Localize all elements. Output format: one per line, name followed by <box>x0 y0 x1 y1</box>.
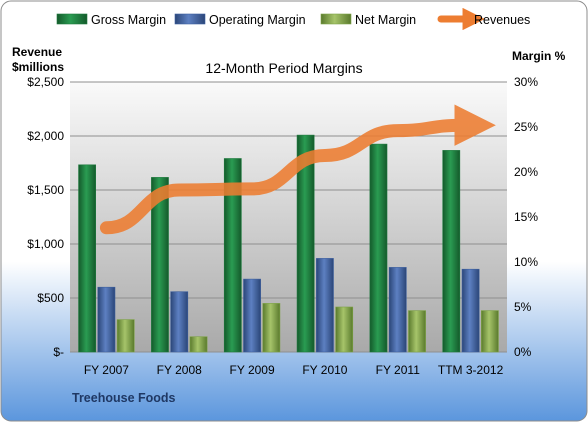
gridlines <box>70 81 507 353</box>
x-tick-label-3: FY 2010 <box>302 363 347 377</box>
left-tick-label-4: $2,000 <box>27 129 64 143</box>
legend-swatch-net-margin <box>320 13 352 25</box>
left-axis-ticks: $- $500 $1,000 $1,500 $2,000 $2,500 <box>27 75 64 359</box>
legend: Gross Margin Operating Margin Net Margin Re… <box>56 7 530 31</box>
bar-net-margin-fy-2010 <box>335 306 354 353</box>
right-tick-label-4: 20% <box>514 165 538 179</box>
bars-group <box>78 134 499 353</box>
bar-gross-margin-fy-2008 <box>151 177 169 353</box>
bar-gross-margin-fy-2011 <box>369 143 388 353</box>
bar-gross-margin-fy-2010 <box>296 134 315 353</box>
right-axis-ticks: 0% 5% 10% 15% 20% 25% 30% <box>514 75 538 359</box>
x-tick-label-0: FY 2007 <box>84 363 129 377</box>
bar-net-margin-fy-2007 <box>116 319 135 353</box>
legend-swatch-operating-margin <box>174 13 206 25</box>
bar-operating-margin-fy-2010 <box>316 258 334 353</box>
legend-label-revenues: Revenues <box>474 13 530 27</box>
x-tick-label-1: FY 2008 <box>157 363 202 377</box>
right-tick-label-2: 10% <box>514 255 538 269</box>
left-tick-label-0: $- <box>53 345 64 359</box>
left-axis-title-line2: $millions <box>12 60 64 74</box>
left-axis-title-line1: Revenue <box>12 45 62 59</box>
chart-title: 12-Month Period Margins <box>205 60 362 76</box>
legend-label-net-margin: Net Margin <box>355 13 416 27</box>
right-tick-label-0: 0% <box>514 345 532 359</box>
bar-net-margin-fy-2008 <box>189 336 208 353</box>
bar-operating-margin-fy-2008 <box>170 291 189 353</box>
right-axis-title: Margin % <box>512 49 566 63</box>
right-tick-label-6: 30% <box>514 75 538 89</box>
bar-gross-margin-fy-2007 <box>78 164 96 353</box>
x-tick-label-2: FY 2009 <box>230 363 275 377</box>
left-tick-label-1: $500 <box>37 291 64 305</box>
company-label: Treehouse Foods <box>72 391 176 405</box>
legend-swatch-gross-margin <box>56 13 88 25</box>
right-tick-label-1: 5% <box>514 300 532 314</box>
bar-net-margin-ttm-3-2012 <box>481 310 499 353</box>
right-tick-label-5: 25% <box>514 120 538 134</box>
x-tick-label-4: FY 2011 <box>376 363 421 377</box>
bar-operating-margin-fy-2011 <box>388 267 407 353</box>
x-tick-label-5: TTM 3-2012 <box>438 363 504 377</box>
bar-operating-margin-fy-2007 <box>97 286 116 353</box>
bar-gross-margin-ttm-3-2012 <box>442 150 461 353</box>
right-tick-label-3: 15% <box>514 210 538 224</box>
bar-gross-margin-fy-2009 <box>223 158 242 353</box>
legend-label-gross-margin: Gross Margin <box>91 13 166 27</box>
left-tick-label-5: $2,500 <box>27 75 64 89</box>
bar-operating-margin-ttm-3-2012 <box>461 268 480 353</box>
bar-operating-margin-fy-2009 <box>243 278 261 353</box>
bar-net-margin-fy-2009 <box>262 303 281 353</box>
x-axis-ticks: FY 2007 FY 2008 FY 2009 FY 2010 FY 2011 TTM 3… <box>84 363 504 377</box>
left-tick-label-2: $1,000 <box>27 237 64 251</box>
legend-label-operating-margin: Operating Margin <box>209 13 306 27</box>
left-tick-label-3: $1,500 <box>27 183 64 197</box>
revenue-line-group <box>99 104 496 235</box>
bar-net-margin-fy-2011 <box>408 310 426 353</box>
